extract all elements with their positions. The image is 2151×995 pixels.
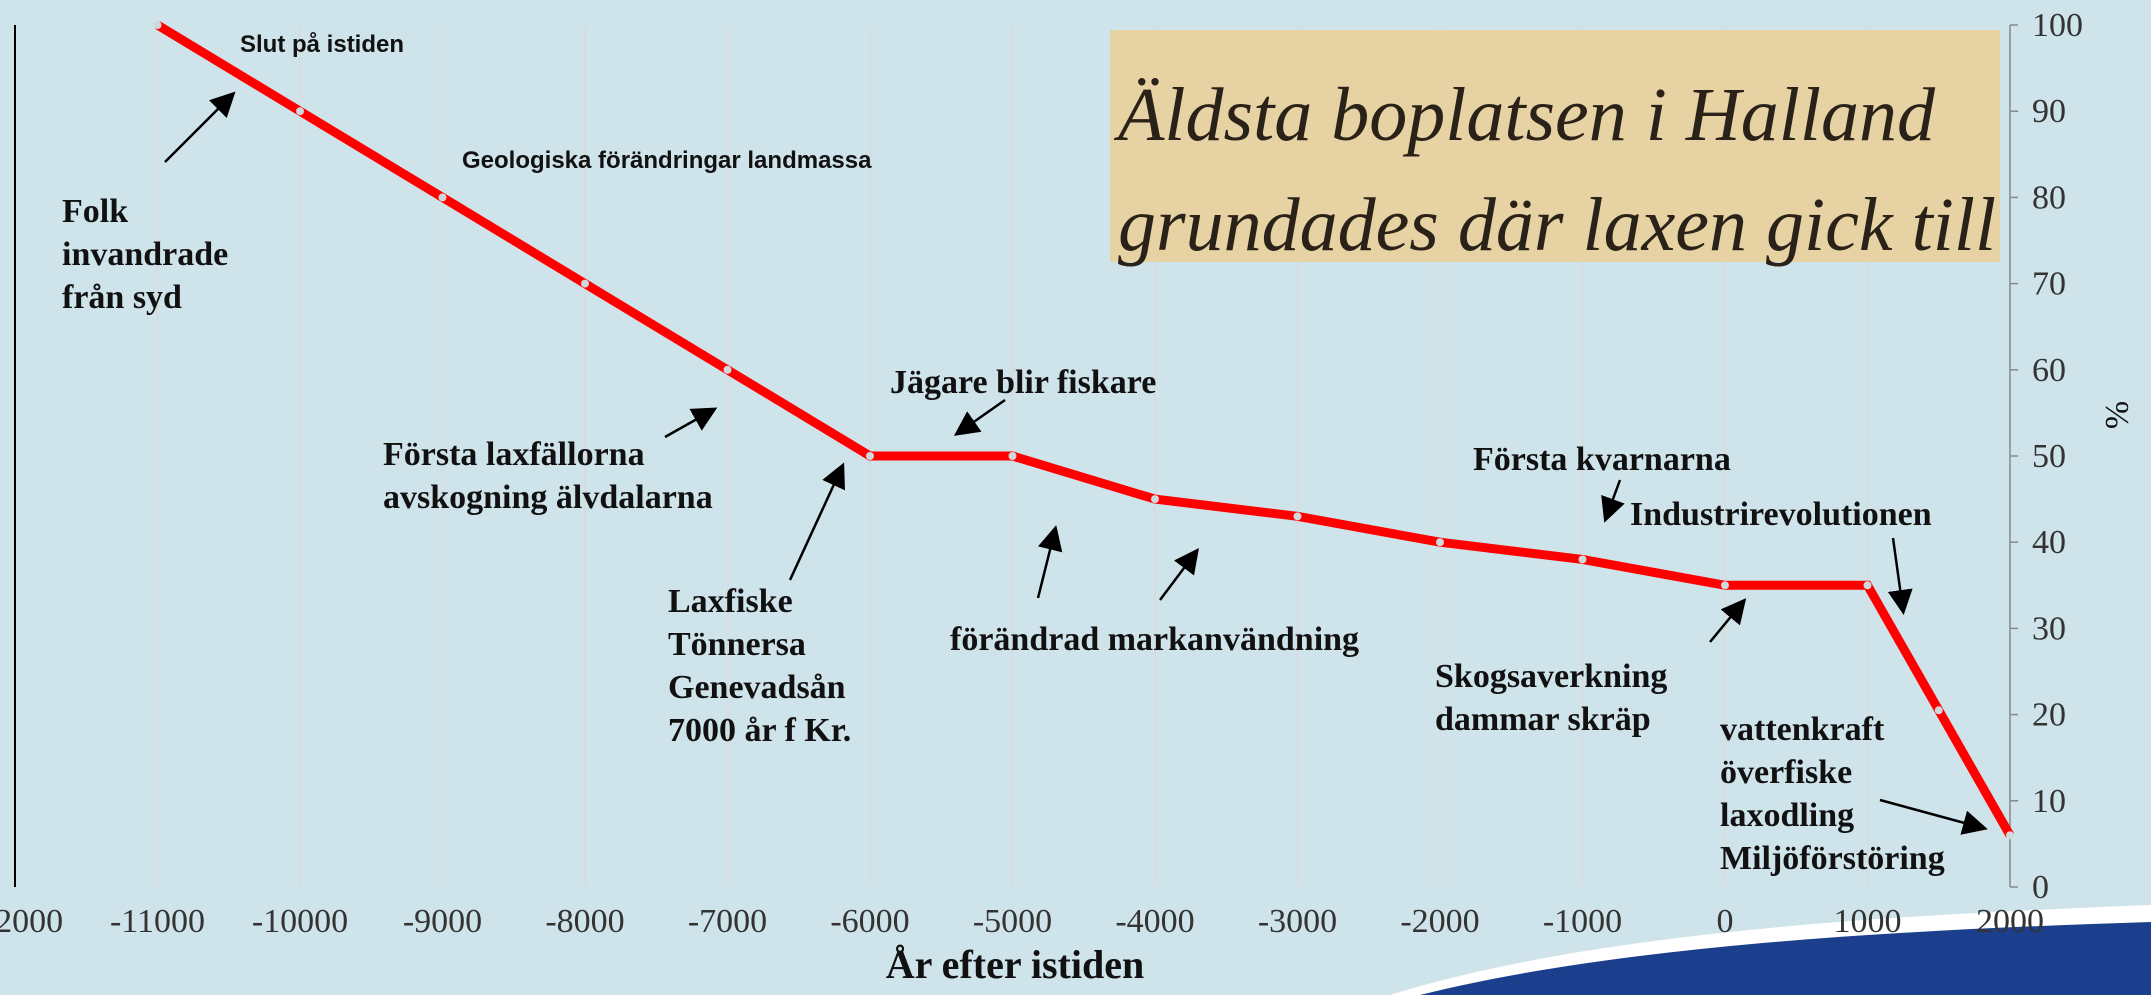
point bbox=[1864, 581, 1872, 589]
point bbox=[296, 107, 304, 115]
annotation: från syd bbox=[62, 279, 182, 316]
annotation: Första laxfällorna bbox=[383, 436, 645, 473]
x-tick-label: -12000 bbox=[0, 903, 63, 940]
point bbox=[154, 21, 162, 29]
y-tick-label: 30 bbox=[2032, 610, 2066, 647]
x-tick-label: 2000 bbox=[1976, 903, 2044, 940]
annotation: Skogsaverkning bbox=[1435, 658, 1667, 695]
y-tick-label: 70 bbox=[2032, 266, 2066, 303]
point bbox=[581, 280, 589, 288]
annotation: Folk bbox=[62, 193, 128, 230]
clipping-line: grundades där laxen gick till bbox=[1118, 183, 1996, 267]
x-tick-label: -3000 bbox=[1258, 903, 1337, 940]
x-tick-label: -5000 bbox=[973, 903, 1052, 940]
y-tick-label: 60 bbox=[2032, 352, 2066, 389]
y-tick-label: 40 bbox=[2032, 524, 2066, 561]
point bbox=[866, 452, 874, 460]
y-tick-label: 0 bbox=[2032, 869, 2049, 906]
annotation: Industrirevolutionen bbox=[1630, 496, 1932, 533]
annotation: överfiske bbox=[1720, 754, 1852, 791]
point bbox=[1436, 538, 1444, 546]
x-tick-label: -11000 bbox=[110, 903, 205, 940]
annotation: Genevadsån bbox=[668, 669, 846, 706]
x-tick-label: -10000 bbox=[252, 903, 348, 940]
x-tick-label: -4000 bbox=[1115, 903, 1194, 940]
annotation: förändrad markanvändning bbox=[950, 621, 1359, 658]
annotation: Slut på istiden bbox=[240, 31, 404, 58]
x-tick-label: -8000 bbox=[545, 903, 624, 940]
annotation: laxodling bbox=[1720, 797, 1854, 834]
point bbox=[1151, 495, 1159, 503]
point bbox=[1009, 452, 1017, 460]
x-tick-label: 1000 bbox=[1834, 903, 1902, 940]
annotation: avskogning älvdalarna bbox=[383, 479, 713, 516]
x-tick-label: -2000 bbox=[1400, 903, 1479, 940]
x-axis-label: År efter istiden bbox=[886, 942, 1144, 987]
y-tick-label: 50 bbox=[2032, 438, 2066, 475]
annotation: Miljöförstöring bbox=[1720, 840, 1945, 877]
y-tick-label: 80 bbox=[2032, 179, 2066, 216]
point bbox=[1294, 512, 1302, 520]
point bbox=[2006, 831, 2014, 839]
annotation: dammar skräp bbox=[1435, 701, 1651, 738]
x-tick-label: -1000 bbox=[1543, 903, 1622, 940]
clipping-line: Äldsta boplatsen i Halland bbox=[1113, 73, 1936, 157]
point bbox=[439, 193, 447, 201]
annotation: Laxfiske bbox=[668, 583, 793, 620]
chart: Äldsta boplatsen i Halland grundades där… bbox=[0, 0, 2151, 995]
annotation: Tönnersa bbox=[668, 626, 806, 663]
point bbox=[1935, 706, 1943, 714]
y-tick-label: 20 bbox=[2032, 697, 2066, 734]
x-tick-label: -9000 bbox=[403, 903, 482, 940]
annotation: Jägare blir fiskare bbox=[890, 364, 1156, 401]
annotation: invandrade bbox=[62, 236, 228, 273]
y-tick-label: 100 bbox=[2032, 7, 2083, 44]
x-tick-label: -6000 bbox=[830, 903, 909, 940]
y-tick-label: 90 bbox=[2032, 93, 2066, 130]
point bbox=[1721, 581, 1729, 589]
point bbox=[1579, 555, 1587, 563]
point bbox=[724, 366, 732, 374]
y-axis-label: % bbox=[2099, 401, 2136, 429]
annotation: Första kvarnarna bbox=[1473, 441, 1731, 478]
annotation: vattenkraft bbox=[1720, 711, 1885, 748]
y-tick-label: 10 bbox=[2032, 783, 2066, 820]
annotation: Geologiska förändringar landmassa bbox=[462, 147, 872, 174]
x-tick-label: 0 bbox=[1717, 903, 1734, 940]
annotation: 7000 år f Kr. bbox=[668, 712, 851, 749]
x-tick-label: -7000 bbox=[688, 903, 767, 940]
